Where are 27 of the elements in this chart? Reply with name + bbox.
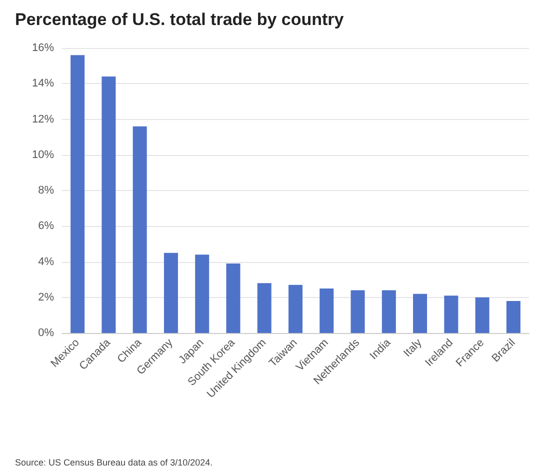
bar bbox=[350, 290, 365, 333]
bar bbox=[226, 264, 240, 333]
bar bbox=[413, 294, 428, 333]
bar bbox=[70, 55, 85, 333]
y-tick-label: 12% bbox=[32, 113, 54, 126]
chart-title: Percentage of U.S. total trade by country bbox=[15, 10, 344, 29]
x-tick-label: Italy bbox=[402, 336, 425, 360]
y-tick-label: 0% bbox=[38, 327, 54, 339]
bar bbox=[102, 76, 116, 333]
source-note: Source: US Census Bureau data as of 3/10/2024. bbox=[15, 458, 213, 468]
bar bbox=[320, 288, 334, 333]
bar bbox=[132, 126, 147, 333]
bar bbox=[444, 296, 458, 333]
bar bbox=[288, 284, 303, 333]
bar bbox=[195, 254, 210, 333]
bar bbox=[475, 297, 490, 333]
y-tick-label: 16% bbox=[32, 42, 54, 54]
y-tick-label: 10% bbox=[32, 148, 54, 161]
bar bbox=[382, 290, 396, 333]
y-tick-label: 14% bbox=[32, 78, 54, 90]
y-tick-label: 2% bbox=[38, 291, 54, 304]
bar bbox=[506, 300, 520, 333]
bar bbox=[257, 283, 272, 333]
y-tick-label: 6% bbox=[38, 220, 54, 232]
y-tick-label: 4% bbox=[38, 256, 54, 268]
bar bbox=[164, 252, 178, 333]
y-tick-label: 8% bbox=[38, 184, 54, 196]
